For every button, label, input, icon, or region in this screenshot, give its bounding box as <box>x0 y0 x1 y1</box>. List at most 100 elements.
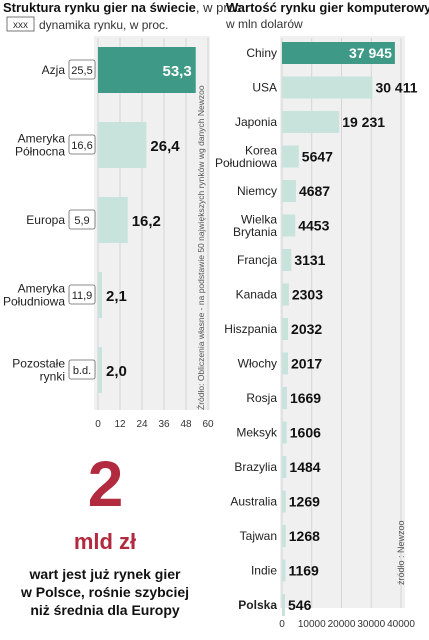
category-label: Polska <box>238 598 277 612</box>
left-chart-grid: 0 12 24 36 48 60 <box>95 38 214 430</box>
bar <box>282 387 287 409</box>
left-chart-source: Źródło: Obliczenia własne - na podstawie… <box>196 85 206 410</box>
right-tick-label: 30000 <box>357 619 385 630</box>
category-label: Japonia <box>235 115 277 129</box>
dynamics-value: 5,9 <box>74 215 89 227</box>
bar <box>282 214 296 237</box>
bar-value-label: 1268 <box>289 528 320 544</box>
left-tick-label: 36 <box>158 419 170 430</box>
bar <box>282 76 373 99</box>
left-tick-label: 0 <box>95 419 101 430</box>
category-label: Azja <box>42 63 66 77</box>
category-label: Kanada <box>236 288 278 302</box>
category-label: Australia <box>230 495 277 509</box>
bar-value-label: 1669 <box>290 390 321 406</box>
bar-value-label: 53,3 <box>163 63 192 80</box>
category-label: Wielka <box>241 212 277 226</box>
bar-value-label: 4453 <box>298 218 329 234</box>
bar <box>98 122 147 168</box>
legend-box-label: xxx <box>13 20 28 31</box>
category-label: Indie <box>251 564 277 578</box>
bar-value-label: 2032 <box>291 321 322 337</box>
left-tick-label: 48 <box>180 419 192 430</box>
bar-value-label: 546 <box>288 597 312 613</box>
bar-value-label: 2017 <box>291 356 322 372</box>
bar <box>282 525 286 547</box>
category-label: Niemcy <box>237 184 277 198</box>
category-label: Włochy <box>238 357 277 371</box>
category-label: Brytania <box>233 225 277 239</box>
left-chart-title: Struktura rynku gier na świecie, w proc. <box>3 0 245 15</box>
category-label: Południowa <box>215 156 277 170</box>
category-label: Hiszpania <box>224 322 277 336</box>
bar <box>98 272 102 318</box>
category-label: Chiny <box>246 46 277 60</box>
bar-value-label: 2,0 <box>106 363 127 380</box>
category-label: Rosja <box>246 391 277 405</box>
right-chart-source: źródło : Newzoo <box>396 520 406 585</box>
left-chart-title-unit: , w proc. <box>196 0 245 15</box>
bar <box>282 559 286 582</box>
bar-value-label: 19 231 <box>342 114 385 130</box>
right-chart-subtitle: w mln dolarów <box>225 17 303 31</box>
category-label: Ameryka <box>18 282 66 296</box>
bar-value-label: 1484 <box>289 459 320 475</box>
right-tick-label: 10000 <box>298 619 326 630</box>
category-label: Ameryka <box>18 132 66 146</box>
category-label: Francja <box>237 253 277 267</box>
right-tick-label: 0 <box>279 619 285 630</box>
highlight-description-line: w Polsce, rośnie szybciej <box>20 584 190 600</box>
dynamics-value: b.d. <box>73 365 91 377</box>
bar-value-label: 1606 <box>290 425 321 441</box>
bar <box>282 42 395 64</box>
bar <box>98 347 102 393</box>
highlight-description-line: wart jest już rynek gier <box>29 566 181 582</box>
bar <box>282 490 286 513</box>
highlight-description-line: niż średnia dla Europy <box>30 602 180 618</box>
bar-value-label: 2303 <box>292 287 323 303</box>
dynamics-box <box>68 209 96 230</box>
category-label: Północna <box>15 145 65 159</box>
category-label: Pozostałe <box>12 357 65 371</box>
bar-value-label: 5647 <box>302 149 333 165</box>
right-chart-title: Wartość rynku gier komputerowych <box>226 0 429 15</box>
dynamics-box <box>68 284 96 305</box>
bar <box>282 352 289 375</box>
bar-value-label: 26,4 <box>150 138 180 155</box>
bar <box>98 47 196 93</box>
dynamics-box <box>68 359 96 380</box>
category-label: Meksyk <box>236 426 278 440</box>
highlight-description: wart jest już rynek gier w Polsce, rośni… <box>0 565 210 619</box>
dynamics-box <box>68 134 96 155</box>
dynamics-value: 11,9 <box>72 290 93 302</box>
dynamics-value: 16,6 <box>71 140 92 152</box>
right-tick-label: 20000 <box>328 619 356 630</box>
right-chart-bars: 37 945 Chiny 30 411 USA 19 231 Japonia 5647 Kor… <box>215 42 418 616</box>
bar <box>282 145 299 168</box>
left-tick-label: 60 <box>202 419 214 430</box>
bar-value-label: 2,1 <box>106 288 127 305</box>
bar-value-label: 16,2 <box>132 213 161 230</box>
left-chart-bars: 53,325,5Azja26,416,6AmerykaPółnocna16,25… <box>3 47 196 393</box>
bar <box>282 421 287 444</box>
legend-text: dynamika rynku, w proc. <box>39 18 168 32</box>
category-label: Europa <box>26 213 65 227</box>
highlight-value: 2 <box>87 448 124 520</box>
category-label: rynki <box>40 370 65 384</box>
bar <box>282 283 289 306</box>
bar-value-label: 3131 <box>294 252 325 268</box>
bar <box>98 197 128 243</box>
bar-value-label: 4687 <box>299 183 330 199</box>
bar <box>282 594 285 616</box>
bar <box>282 249 292 271</box>
legend-box <box>6 16 35 32</box>
dynamics-value: 25,5 <box>71 65 92 77</box>
left-tick-label: 12 <box>114 419 126 430</box>
left-tick-label: 24 <box>136 419 148 430</box>
bar-value-label: 37 945 <box>349 45 392 61</box>
category-label: Południowa <box>3 295 65 309</box>
bar-value-label: 30 411 <box>375 80 417 96</box>
highlight-unit: mld zł <box>73 529 137 554</box>
bar <box>282 111 340 133</box>
